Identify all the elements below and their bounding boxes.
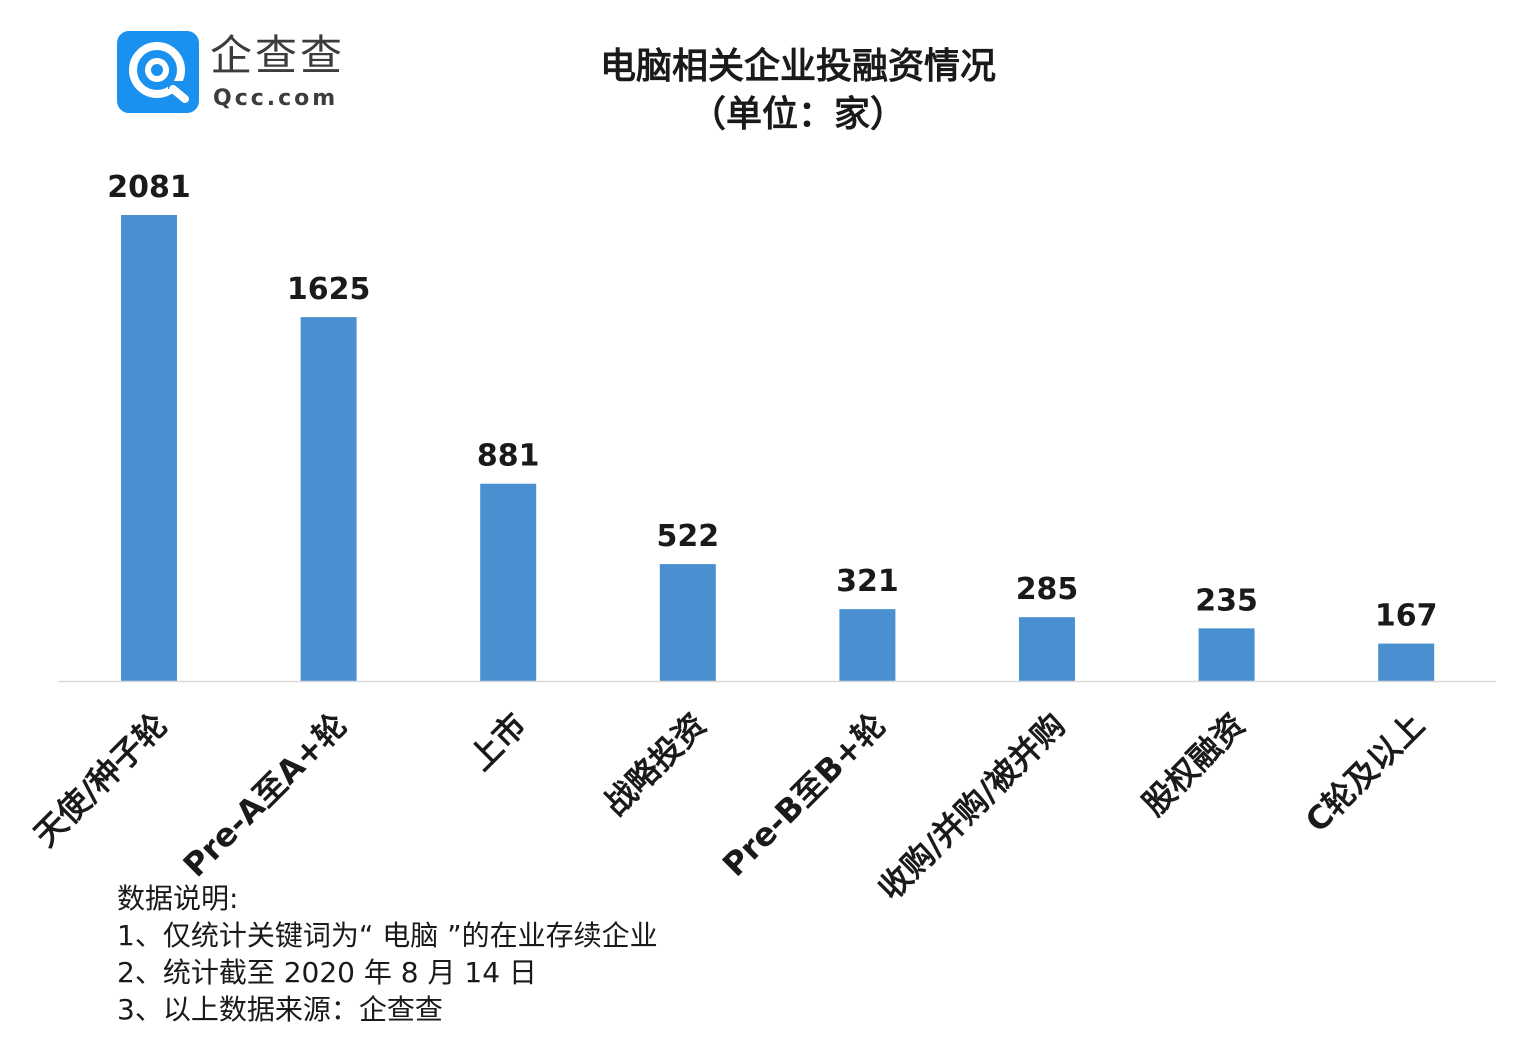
data-label-3: 881	[477, 439, 540, 474]
bar-1	[121, 215, 177, 681]
category-label-1: 天使/种子轮	[26, 706, 174, 854]
bar-4	[659, 564, 716, 681]
bar-6	[1019, 617, 1075, 681]
note-line-1: 1、仅统计关键词为“ 电脑 ”的在业存续企业	[117, 919, 658, 952]
notes-heading: 数据说明:	[117, 882, 239, 915]
bar-5	[839, 609, 896, 681]
qcc-logo-icon	[117, 31, 199, 113]
category-label-6: 收购/并购/被并购	[871, 706, 1073, 908]
category-label-5: Pre-B至B+轮	[715, 706, 893, 884]
bar-8	[1378, 643, 1435, 681]
category-label-7: 股权融资	[1135, 706, 1252, 823]
data-label-5: 321	[836, 564, 899, 599]
bar-2	[300, 317, 357, 681]
data-notes: 数据说明: 1、仅统计关键词为“ 电脑 ”的在业存续企业 2、统计截至 2020…	[117, 880, 658, 1028]
category-label-8: C轮及以上	[1298, 706, 1432, 840]
logo-domain: Qcc.com	[213, 86, 339, 111]
bar-7	[1198, 628, 1255, 681]
note-line-2: 2、统计截至 2020 年 8 月 14 日	[117, 956, 537, 989]
data-label-6: 285	[1016, 572, 1079, 607]
category-label-2: Pre-A至A+轮	[176, 706, 355, 885]
data-label-2: 1625	[287, 272, 371, 307]
data-label-4: 522	[656, 519, 719, 554]
data-label-8: 167	[1375, 599, 1438, 634]
chart-subtitle: （单位：家）	[689, 94, 906, 135]
data-label-7: 235	[1195, 583, 1258, 618]
logo-name: 企查查	[210, 31, 346, 80]
data-label-1: 2081	[107, 170, 191, 205]
note-line-3: 3、以上数据来源：企查查	[117, 993, 443, 1026]
bar-3	[480, 483, 537, 681]
category-label-4: 战略投资	[596, 706, 713, 823]
category-label-3: 上市	[462, 706, 534, 778]
qcc-logo: 企查查 Qcc.com	[117, 31, 357, 113]
chart-title: 电脑相关企业投融资情况	[599, 46, 996, 87]
